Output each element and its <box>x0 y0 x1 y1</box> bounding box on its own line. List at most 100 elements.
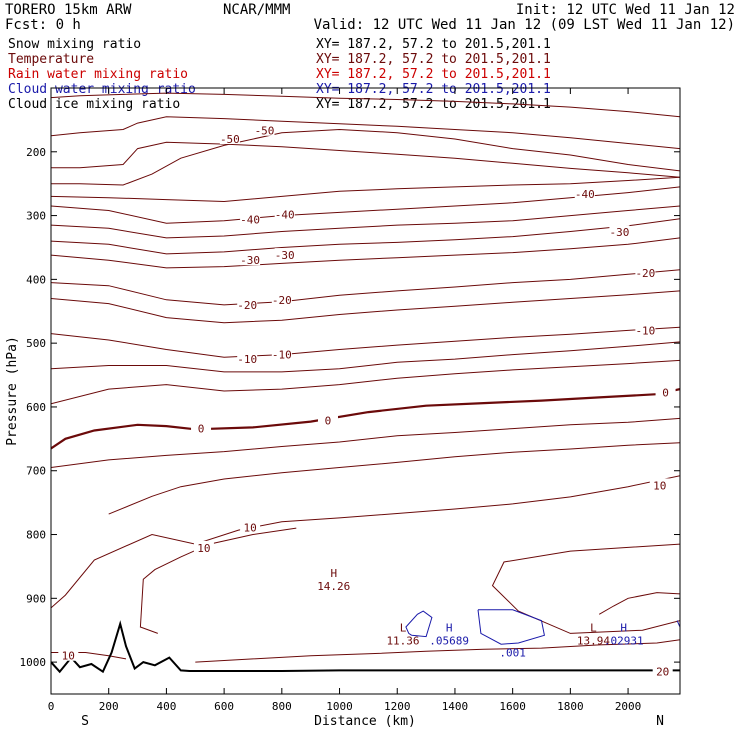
isotherm-label: -40 <box>240 213 260 226</box>
extremum-value: .05689 <box>429 634 469 647</box>
isotherm-line <box>51 341 680 373</box>
contour-label-bg <box>635 265 656 278</box>
cloud-water-label: .001 <box>499 647 526 660</box>
isotherm-line <box>51 269 680 306</box>
isotherm-label: 10 <box>197 542 210 555</box>
contour-label-bg <box>271 292 292 305</box>
extremum-value: 13.94 <box>577 634 610 647</box>
contour-label-bg <box>274 248 295 261</box>
isotherm-line <box>491 543 680 634</box>
contour-label-bg <box>219 132 240 145</box>
isotherm-label: -40 <box>275 208 295 221</box>
x-tick-label: 1400 <box>442 700 469 713</box>
isotherm-line <box>51 388 680 450</box>
isotherm-line <box>51 475 680 609</box>
extremum-type: H <box>446 621 453 634</box>
north-marker: N <box>656 714 664 729</box>
contour-label-bg <box>240 212 261 225</box>
axes: 0 200 400 600 800 1000 1200 1400 1600 1800 2000200… <box>20 88 680 713</box>
isotherm-label: 10 <box>243 522 256 535</box>
isotherm-label: -20 <box>635 267 655 280</box>
isotherm-label: 0 <box>198 423 205 436</box>
isotherm-label: -30 <box>240 254 260 267</box>
contour-label-bg <box>254 123 275 136</box>
isotherm-line <box>51 128 680 186</box>
isotherm-label: -10 <box>272 349 292 362</box>
contour-label-bg <box>240 520 261 533</box>
y-tick-label: 400 <box>26 273 46 286</box>
legend-field-xy: XY= 187.2, 57.2 to 201.5,201.1 <box>316 97 551 112</box>
isotherm-label: 20 <box>656 666 669 679</box>
legend-field-xy: XY= 187.2, 57.2 to 201.5,201.1 <box>316 67 551 82</box>
contour-label-bg <box>274 207 295 220</box>
isotherm-label: 10 <box>62 650 75 663</box>
isotherm-label: -30 <box>275 249 295 262</box>
legend-field-name: Rain water mixing ratio <box>8 67 188 82</box>
isotherm-line <box>108 442 680 515</box>
y-tick-label: 700 <box>26 465 46 478</box>
contour-label-bg <box>317 413 338 426</box>
x-tick-label: 1000 <box>326 700 353 713</box>
contour-label-bg <box>193 540 214 553</box>
y-tick-label: 200 <box>26 146 46 159</box>
init-time: Init: 12 UTC Wed 11 Jan 12 <box>516 2 735 18</box>
contour-label-bg <box>609 225 630 238</box>
contour-label-bg <box>574 186 595 199</box>
x-tick-label: 1200 <box>384 700 411 713</box>
plot-area: -50 -50 -40 -40 -40 -30 -30 -30 -20 -20 -20 -10 -10 -… <box>50 87 681 695</box>
isotherm-label: -40 <box>575 188 595 201</box>
x-axis-label: Distance (km) <box>314 714 416 729</box>
contour-label-bg <box>652 664 673 677</box>
y-axis-label: Pressure (hPa) <box>5 336 20 446</box>
valid-time: Valid: 12 UTC Wed 11 Jan 12 (09 LST Wed … <box>314 17 735 33</box>
forecast-hour: Fcst: 0 h <box>5 17 81 33</box>
legend-field-xy: XY= 187.2, 57.2 to 201.5,201.1 <box>316 37 551 52</box>
contour-label-layer: -50 -50 -40 -40 -40 -30 -30 -30 -20 -20 -20 -10 -10 -… <box>58 123 676 679</box>
south-marker: S <box>81 714 89 729</box>
contour-label-bg <box>237 297 258 310</box>
x-tick-label: 200 <box>99 700 119 713</box>
legend-field-name: Snow mixing ratio <box>8 37 141 52</box>
contour-label-bg <box>240 253 261 266</box>
extremum-type: H <box>620 621 627 634</box>
isotherm-line <box>51 176 680 203</box>
y-tick-label: 1000 <box>20 656 47 669</box>
isotherm-line <box>195 639 680 663</box>
extremum-value: .02931 <box>604 634 644 647</box>
isotherm-layer <box>51 92 680 663</box>
isotherm-line <box>139 527 297 634</box>
x-tick-label: 1800 <box>557 700 584 713</box>
extremum-type: L <box>400 621 407 634</box>
x-tick-label: 800 <box>272 700 292 713</box>
extremum-type: L <box>590 621 597 634</box>
extremum-type: H <box>330 567 337 580</box>
contour-label-bg <box>191 421 212 434</box>
isotherm-label: -20 <box>272 294 292 307</box>
cloud-water-contour <box>405 610 433 638</box>
x-tick-label: 400 <box>156 700 176 713</box>
x-tick-label: 0 <box>48 700 55 713</box>
terrain-line <box>51 620 680 674</box>
extremum-value: 14.26 <box>317 580 350 593</box>
contour-label-bg <box>237 352 258 365</box>
isotherm-label: -30 <box>609 226 629 239</box>
isotherm-label: -20 <box>237 299 257 312</box>
isotherm-label: 0 <box>662 386 669 399</box>
isotherm-line <box>51 326 680 358</box>
y-tick-label: 600 <box>26 401 46 414</box>
legend-field-name: Temperature <box>8 52 94 67</box>
x-tick-label: 2000 <box>615 700 642 713</box>
isotherm-line <box>51 417 680 468</box>
terrain-layer <box>51 620 680 674</box>
y-tick-label: 300 <box>26 210 46 223</box>
plot-frame <box>50 87 681 695</box>
isotherm-line <box>51 359 680 405</box>
y-tick-label: 900 <box>26 592 46 605</box>
field-legend: Snow mixing ratio XY= 187.2, 57.2 to 201.… <box>8 37 551 112</box>
isotherm-label: 10 <box>653 479 666 492</box>
isotherm-line <box>51 116 680 150</box>
contour-label-bg <box>649 478 670 491</box>
contour-label-bg <box>271 347 292 360</box>
legend-field-xy: XY= 187.2, 57.2 to 201.5,201.1 <box>316 52 551 67</box>
